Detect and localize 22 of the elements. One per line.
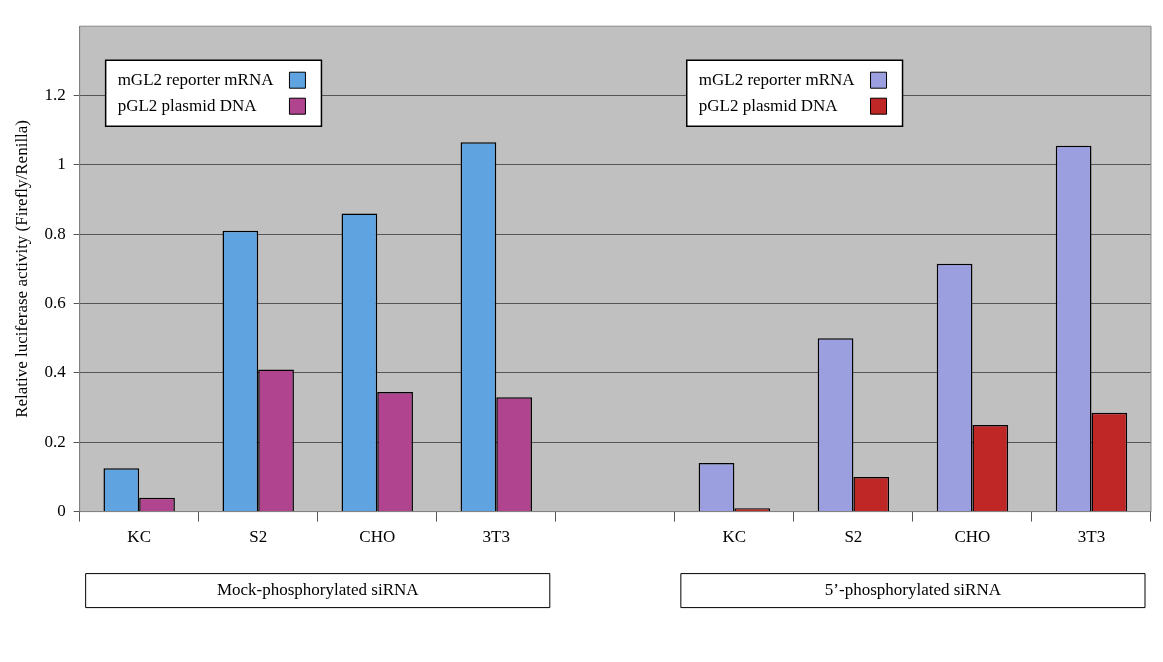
y-tick-label: 0	[57, 501, 66, 521]
y-tick-label: 1.2	[44, 85, 66, 105]
legend-label: pGL2 plasmid DNA	[698, 95, 839, 115]
y-tick-label: 1	[57, 154, 66, 174]
y-tick-label: 0.8	[44, 223, 66, 243]
legend-label: pGL2 plasmid DNA	[117, 95, 258, 115]
x-tick-label: KC	[722, 527, 747, 547]
y-tick-label: 0.4	[44, 362, 67, 382]
x-tick-label: CHO	[954, 527, 991, 547]
legend-label: mGL2 reporter mRNA	[698, 69, 856, 89]
y-tick-label: 0.6	[44, 293, 66, 313]
x-tick-label: KC	[127, 527, 151, 547]
legend-label: mGL2 reporter mRNA	[117, 69, 275, 89]
text: 5’-phosphorylated siRNA	[824, 580, 1002, 600]
x-tick-label: 3T3	[1077, 527, 1106, 547]
y-axis-title: Relative luciferase activity (Firefly/Renilla)	[11, 119, 31, 418]
text: Mock-phosphorylated siRNA	[216, 580, 420, 600]
x-tick-label: S2	[249, 527, 268, 547]
x-tick-label: 3T3	[482, 527, 510, 547]
x-tick-label: CHO	[359, 527, 396, 547]
y-tick-label: 0.2	[44, 431, 66, 451]
x-tick-label: S2	[844, 527, 863, 547]
